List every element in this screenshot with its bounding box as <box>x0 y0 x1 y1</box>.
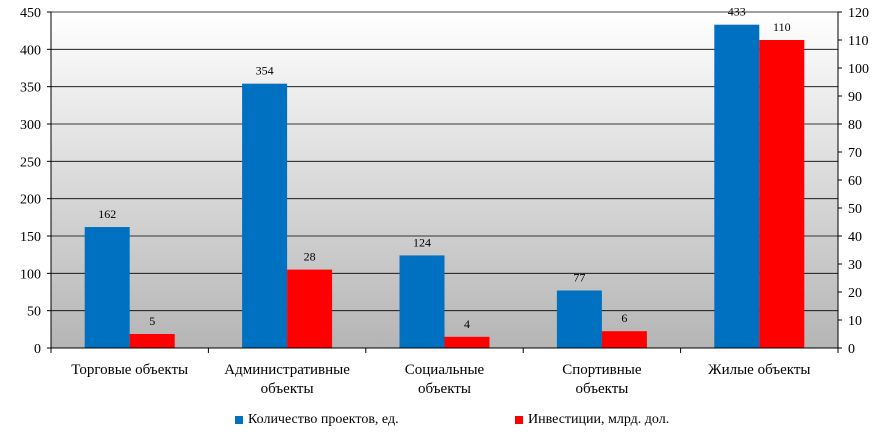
y-left-tick-label: 100 <box>20 267 41 282</box>
y-right-tick-label: 80 <box>848 118 862 133</box>
y-left-tick-label: 300 <box>20 118 41 133</box>
data-label: 6 <box>621 311 627 325</box>
labels: 0 50 100 150 200 250 300 350 400 450 0 10 20 30 40 50 60… <box>20 5 869 397</box>
y-right-tick-label: 50 <box>848 202 862 217</box>
bar-projects <box>714 24 760 349</box>
data-label: 124 <box>413 235 431 249</box>
category-label: Социальные <box>405 362 485 378</box>
category-label: объекты <box>418 381 471 397</box>
bar-projects <box>242 83 288 349</box>
y-right-tick-label: 110 <box>848 34 868 49</box>
legend: Количество проектов, ед. Инвестиции, млр… <box>0 410 888 432</box>
y-right-tick-label: 120 <box>848 6 869 21</box>
category-label: Административные <box>224 362 350 378</box>
y-right-tick-label: 10 <box>848 314 862 329</box>
bar-projects <box>84 227 130 348</box>
y-right-tick-label: 100 <box>848 62 869 77</box>
legend-swatch-blue <box>235 416 243 424</box>
legend-label-projects: Количество проектов, ед. <box>248 412 399 427</box>
bar-chart: 0 50 100 150 200 250 300 350 400 450 0 10 20 30 40 50 60… <box>20 5 869 397</box>
y-left-tick-label: 50 <box>27 305 41 320</box>
y-right-tick-label: 60 <box>848 174 862 189</box>
data-label: 433 <box>728 5 746 19</box>
data-label: 28 <box>304 250 316 264</box>
bar-investments <box>287 269 333 348</box>
data-label: 354 <box>256 64 274 78</box>
y-left-tick-label: 450 <box>20 6 41 21</box>
bar-projects <box>556 290 602 348</box>
y-left-tick-label: 250 <box>20 155 41 170</box>
y-right-tick-label: 40 <box>848 230 862 245</box>
y-right-tick-label: 30 <box>848 258 862 273</box>
category-label: объекты <box>261 381 314 397</box>
data-label: 162 <box>98 207 116 221</box>
data-label: 5 <box>149 314 155 328</box>
axes <box>47 11 842 353</box>
bar-investments <box>129 334 175 348</box>
bars <box>84 24 805 349</box>
category-label: Торговые объекты <box>71 362 188 378</box>
legend-item-projects: Количество проектов, ед. <box>235 412 399 428</box>
data-label: 110 <box>773 20 791 34</box>
legend-swatch-red <box>515 416 523 424</box>
category-label: объекты <box>575 381 628 397</box>
y-right-tick-label: 0 <box>848 342 855 357</box>
legend-item-investments: Инвестиции, млрд. дол. <box>515 412 669 428</box>
bar-projects <box>399 255 445 348</box>
category-label: Спортивные <box>562 362 642 378</box>
data-label: 4 <box>464 317 470 331</box>
bar-investments <box>759 40 805 348</box>
y-right-tick-label: 70 <box>848 146 862 161</box>
data-label: 77 <box>573 271 585 285</box>
y-left-tick-label: 400 <box>20 43 41 58</box>
y-right-tick-label: 20 <box>848 286 862 301</box>
category-label: Жилые объекты <box>708 362 810 378</box>
bar-investments <box>444 336 490 348</box>
y-left-tick-label: 350 <box>20 81 41 96</box>
bar-investments <box>601 331 647 348</box>
legend-label-investments: Инвестиции, млрд. дол. <box>528 412 670 427</box>
y-left-tick-label: 0 <box>34 342 41 357</box>
y-left-tick-label: 200 <box>20 193 41 208</box>
y-right-tick-label: 90 <box>848 90 862 105</box>
y-left-tick-label: 150 <box>20 230 41 245</box>
